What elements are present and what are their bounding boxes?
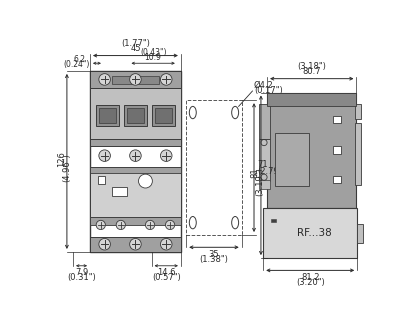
Text: (2.79"): (2.79") [257, 167, 286, 176]
Circle shape [116, 220, 125, 230]
Text: (0.57"): (0.57") [152, 273, 181, 282]
Text: RF...38: RF...38 [297, 228, 332, 239]
Bar [124, 105, 147, 126]
Text: 10.9: 10.9 [145, 53, 161, 62]
Text: (3.19"): (3.19") [255, 167, 264, 196]
Circle shape [166, 220, 175, 230]
Circle shape [161, 150, 172, 161]
Text: (3.18"): (3.18") [297, 62, 326, 71]
Bar [98, 176, 105, 184]
Bar [96, 105, 119, 126]
Circle shape [139, 174, 152, 188]
Bar [155, 108, 172, 123]
Circle shape [96, 220, 105, 230]
Bar [90, 71, 181, 252]
Text: (0.17"): (0.17") [254, 86, 283, 95]
Text: 80.7: 80.7 [302, 67, 321, 76]
Bar [151, 105, 175, 126]
Circle shape [130, 74, 141, 85]
Circle shape [146, 220, 155, 230]
Circle shape [99, 239, 110, 250]
Circle shape [161, 239, 172, 250]
Bar [90, 167, 181, 217]
Bar [267, 92, 357, 208]
Bar [333, 146, 341, 154]
Text: (3.20"): (3.20") [296, 278, 324, 287]
Text: 6.2: 6.2 [73, 55, 85, 64]
Text: 7.9: 7.9 [75, 268, 88, 277]
Text: 81: 81 [250, 167, 259, 178]
Text: (0.43"): (0.43") [140, 48, 166, 57]
Bar [275, 133, 310, 186]
Bar [267, 92, 357, 106]
Circle shape [130, 150, 141, 161]
Text: 71: 71 [257, 160, 268, 169]
Text: (0.31"): (0.31") [67, 273, 96, 282]
Bar [90, 139, 181, 146]
Text: 45: 45 [130, 44, 141, 53]
Text: Ø4.2: Ø4.2 [254, 80, 274, 89]
Text: 35: 35 [209, 250, 219, 259]
Circle shape [99, 150, 110, 161]
Bar [260, 104, 270, 139]
Bar [333, 116, 341, 123]
Bar [90, 236, 181, 252]
Bar [111, 187, 127, 197]
Bar [260, 180, 270, 189]
Text: 126: 126 [57, 151, 66, 167]
Bar [90, 217, 181, 225]
Text: (0.24"): (0.24") [63, 60, 89, 69]
Bar [355, 104, 361, 120]
Circle shape [161, 74, 172, 85]
Bar [260, 139, 270, 181]
Bar [186, 100, 242, 235]
Bar [355, 123, 361, 185]
Bar [263, 208, 357, 258]
Bar [90, 71, 181, 88]
Bar [112, 76, 158, 84]
Circle shape [130, 239, 141, 250]
Text: 14.6: 14.6 [157, 268, 176, 277]
Bar [357, 224, 363, 243]
Text: (1.77"): (1.77") [121, 39, 150, 48]
Circle shape [99, 74, 110, 85]
Bar [90, 88, 181, 140]
Bar [271, 219, 276, 222]
Bar [333, 176, 341, 183]
Text: 81.2: 81.2 [301, 273, 319, 282]
Bar [127, 108, 144, 123]
Text: (1.38"): (1.38") [200, 255, 228, 264]
Bar [99, 108, 116, 123]
Text: (4.96"): (4.96") [62, 153, 72, 182]
Bar [90, 167, 181, 173]
